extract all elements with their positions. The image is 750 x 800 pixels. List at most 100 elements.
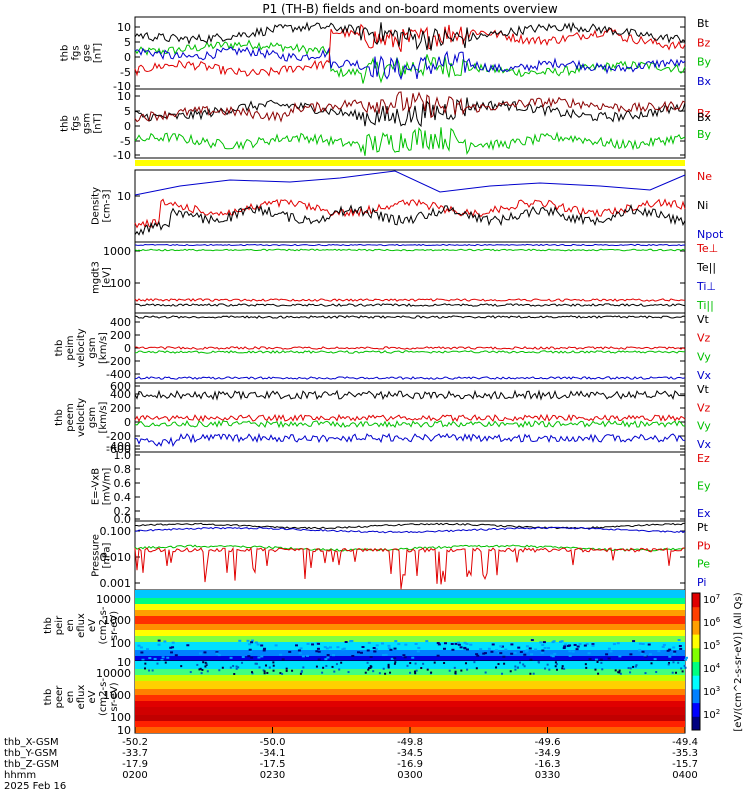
spectrogram-speckle bbox=[451, 648, 455, 651]
spectrogram-speckle bbox=[232, 664, 235, 667]
spectrogram-speckle bbox=[340, 661, 343, 664]
spectrogram-speckle bbox=[668, 648, 672, 651]
spectrogram-speckle bbox=[644, 672, 647, 675]
x-axis-value: -49.4 bbox=[672, 737, 698, 748]
spectrogram-speckle bbox=[367, 668, 370, 671]
spectrogram-speckle bbox=[530, 653, 534, 656]
spectrogram-speckle bbox=[638, 642, 642, 645]
x-axis-value: 0300 bbox=[397, 770, 422, 781]
spectrogram-speckle bbox=[550, 654, 554, 657]
spectrogram-speckle bbox=[336, 646, 340, 649]
spectrogram-speckle bbox=[380, 642, 384, 645]
y-ticks: 10 bbox=[117, 190, 685, 203]
spectrogram-speckle bbox=[205, 663, 208, 666]
spectrogram-speckle bbox=[657, 650, 661, 653]
spectrogram-speckle bbox=[215, 651, 219, 654]
spectrogram-speckle bbox=[372, 647, 376, 650]
spectrogram-row bbox=[135, 687, 685, 689]
y-axis-label-line: (cm2-s- bbox=[98, 678, 109, 716]
spectrogram-speckle bbox=[291, 669, 294, 672]
spectrogram-speckle bbox=[246, 639, 250, 642]
colorbar-segment bbox=[692, 675, 700, 690]
colorbar-segment bbox=[692, 716, 700, 731]
spectrogram-speckle bbox=[171, 646, 175, 649]
spectrogram-speckle bbox=[137, 644, 141, 647]
legend-entry: Ti⊥ bbox=[696, 280, 716, 293]
spectrogram-speckle bbox=[331, 665, 334, 668]
spectrogram-speckle bbox=[389, 671, 392, 674]
spectrogram-speckle bbox=[160, 658, 164, 661]
spectrogram-speckle bbox=[450, 642, 454, 645]
spectrogram-speckle bbox=[640, 652, 644, 655]
legend-entry: Vy bbox=[697, 420, 711, 433]
x-axis-value: 0200 bbox=[122, 770, 147, 781]
legend: Te⊥ Te|| Ti⊥ Ti|| bbox=[696, 242, 718, 312]
spectrogram-row bbox=[135, 673, 685, 675]
x-axis-value: -50.2 bbox=[122, 737, 148, 748]
y-axis-label-line: Pressure bbox=[91, 534, 102, 577]
spectrogram-speckle bbox=[466, 668, 469, 671]
spectrogram-speckle bbox=[677, 661, 680, 664]
spectrogram-speckle bbox=[359, 651, 363, 654]
spectrogram-speckle bbox=[217, 654, 221, 657]
y-tick-label: 0.2 bbox=[114, 505, 132, 518]
legend-entry: Vz bbox=[697, 401, 711, 414]
legend-entry: Ey bbox=[697, 480, 711, 493]
spectrogram-speckle bbox=[497, 663, 500, 666]
series-group bbox=[135, 661, 687, 733]
spectrogram-speckle bbox=[601, 668, 604, 671]
spectrogram-speckle bbox=[315, 650, 319, 653]
spectrogram-speckle bbox=[666, 649, 670, 652]
spectrogram-speckle bbox=[201, 668, 204, 671]
spectrogram-speckle bbox=[473, 661, 476, 664]
legend-entry: Bx bbox=[697, 111, 712, 124]
spectrogram-speckle bbox=[199, 667, 202, 670]
spectrogram-speckle bbox=[484, 671, 487, 674]
colorbar-tick-label: 106 bbox=[703, 616, 721, 629]
spectrogram-speckle bbox=[356, 651, 360, 654]
spectrogram-speckle bbox=[516, 666, 519, 669]
spectrogram-speckle bbox=[389, 648, 393, 651]
spectrogram-speckle bbox=[170, 651, 174, 654]
y-axis-label-line: thb bbox=[54, 340, 65, 357]
spectrogram-speckle bbox=[568, 650, 572, 653]
spectrogram-speckle bbox=[387, 647, 391, 650]
data-availability-bar bbox=[135, 160, 685, 166]
spectrogram-speckle bbox=[215, 652, 219, 655]
series-Vy bbox=[134, 419, 686, 429]
spectrogram-row bbox=[135, 652, 685, 654]
y-tick-label: -400 bbox=[106, 368, 131, 381]
legend-entry: Ez bbox=[697, 452, 710, 465]
y-ticks: 10 5 0 -5-10 bbox=[113, 21, 685, 93]
series-group bbox=[134, 243, 686, 307]
y-tick-label: -10 bbox=[113, 149, 131, 162]
colorbar-segment bbox=[692, 702, 700, 717]
spectrogram-speckle bbox=[390, 657, 394, 660]
spectrogram-speckle bbox=[394, 640, 398, 643]
y-axis-label-line: [cm-3] bbox=[102, 189, 113, 222]
series-Pe bbox=[134, 544, 686, 552]
series-Ne bbox=[134, 198, 686, 229]
y-axis-label-line: gsm bbox=[87, 337, 98, 358]
spectrogram-row bbox=[135, 654, 685, 656]
y-axis-label: Density [cm-3] bbox=[91, 187, 113, 225]
series-Te-perp bbox=[134, 298, 686, 302]
spectrogram-speckle bbox=[249, 650, 253, 653]
spectrogram-speckle bbox=[482, 652, 486, 655]
spectrogram-speckle bbox=[454, 670, 457, 673]
x-axis-value: -17.9 bbox=[122, 759, 148, 770]
colorbar-tick-label: 107 bbox=[703, 593, 720, 606]
spectrogram-speckle bbox=[366, 649, 370, 652]
spectrogram-speckle bbox=[600, 661, 603, 664]
spectrogram-speckle bbox=[311, 643, 315, 646]
spectrogram-speckle bbox=[655, 671, 658, 674]
spectrogram-row bbox=[135, 699, 685, 701]
spectrogram-speckle bbox=[397, 643, 401, 646]
spectrogram-speckle bbox=[517, 646, 521, 649]
spectrogram-speckle bbox=[368, 667, 371, 670]
spectrogram-speckle bbox=[563, 667, 566, 670]
series-Ni bbox=[134, 203, 686, 236]
spectrogram-speckle bbox=[326, 654, 330, 657]
y-tick-label: 10 bbox=[117, 724, 131, 737]
